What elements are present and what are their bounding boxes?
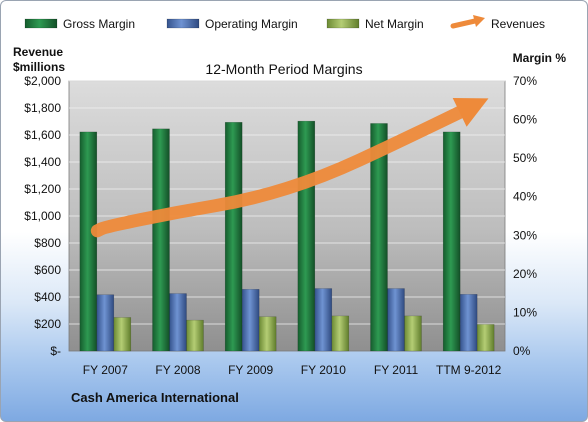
x-tick-label: FY 2008	[155, 363, 200, 377]
legend-swatch-revenues	[450, 18, 478, 29]
chart-title: 12-Month Period Margins	[205, 61, 362, 77]
revenue-arrowhead	[452, 97, 489, 127]
legend-label: Operating Margin	[205, 17, 298, 31]
bar-operating-margin	[387, 288, 405, 352]
company-name: Cash America International	[71, 390, 239, 405]
bar-gross-margin	[152, 128, 170, 352]
bar-net-margin	[404, 315, 422, 352]
bar-net-margin	[113, 317, 132, 352]
right-axis-title: Margin %	[513, 51, 567, 65]
right-tick-label: 50%	[513, 151, 537, 165]
bar-operating-margin	[96, 294, 115, 352]
right-tick-label: 40%	[513, 190, 537, 204]
legend-label: Net Margin	[365, 17, 424, 31]
left-axis-title-line2: $millions	[13, 60, 65, 74]
right-tick-label: 10%	[513, 305, 537, 319]
right-tick-label: 70%	[513, 74, 537, 88]
bar-gross-margin	[370, 123, 388, 352]
legend-label: Gross Margin	[63, 17, 135, 31]
legend-arrowhead	[473, 15, 485, 27]
legend-label: Revenues	[491, 17, 545, 31]
bars	[79, 120, 495, 352]
bar-net-margin	[476, 324, 495, 352]
bar-gross-margin	[297, 120, 316, 352]
right-tick-label: 20%	[513, 267, 537, 281]
bar-gross-margin	[224, 122, 243, 352]
bar-operating-margin	[241, 289, 260, 352]
left-tick-label: $1,200	[24, 182, 61, 196]
left-tick-label: $600	[34, 263, 61, 277]
legend-swatch-gross-margin	[24, 18, 58, 29]
left-tick-label: $1,600	[24, 128, 61, 142]
bar-gross-margin	[79, 131, 98, 352]
left-tick-label: $400	[34, 290, 61, 304]
revenue-line	[90, 103, 472, 238]
bar-operating-margin	[459, 294, 478, 352]
x-tick-label: TTM 9-2012	[436, 363, 502, 377]
right-tick-label: 60%	[513, 113, 537, 127]
bar-operating-margin	[314, 288, 333, 352]
right-tick-label: 0%	[513, 344, 531, 358]
legend: Gross Margin Operating Margin Net Margin Re…	[24, 15, 545, 31]
x-tick-label: FY 2011	[374, 363, 419, 377]
bar-gross-margin	[442, 131, 461, 352]
bar-net-margin	[258, 316, 277, 352]
left-tick-label: $200	[34, 317, 61, 331]
revenue-arrow	[90, 97, 489, 238]
left-tick-label: $2,000	[24, 74, 61, 88]
left-axis-title-line1: Revenue	[13, 45, 63, 59]
left-tick-label: $1,000	[24, 209, 61, 223]
left-tick-label: $1,800	[24, 101, 61, 115]
bar-net-margin	[331, 315, 350, 352]
bar-net-margin	[186, 319, 204, 352]
right-tick-label: 30%	[513, 228, 537, 242]
x-tick-label: FY 2007	[83, 363, 128, 377]
x-tick-label: FY 2010	[301, 363, 346, 377]
left-tick-label: $800	[34, 236, 61, 250]
axes: $- $200 $400 $600 $800 $1,000 $1,200 $1,400 $1,6…	[24, 74, 537, 377]
x-tick-label: FY 2009	[228, 363, 273, 377]
left-tick-label: $1,400	[24, 155, 61, 169]
left-tick-label: $-	[50, 344, 61, 358]
gridlines	[69, 80, 505, 325]
legend-swatch-net-margin	[326, 18, 360, 29]
bar-operating-margin	[169, 293, 187, 352]
legend-swatch-operating-margin	[166, 18, 200, 29]
